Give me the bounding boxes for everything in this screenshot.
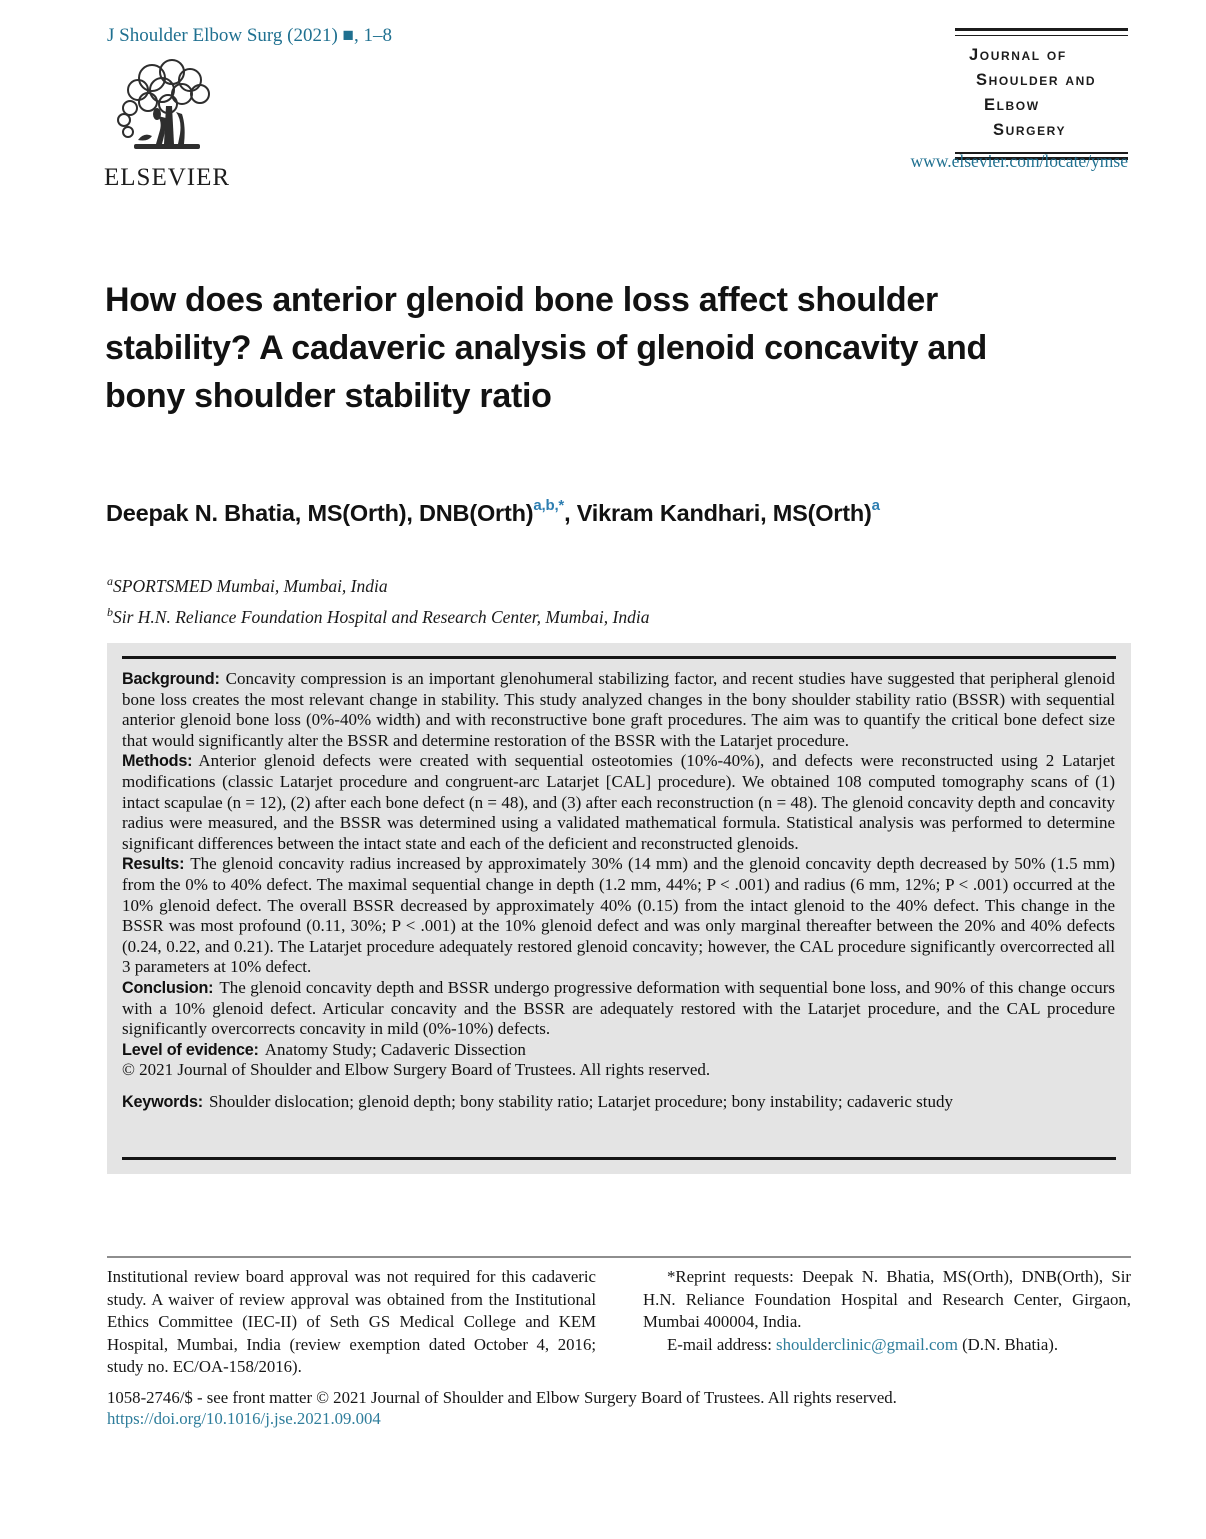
doi-link[interactable]: https://doi.org/10.1016/j.jse.2021.09.00… — [107, 1409, 381, 1428]
abstract-bottom-rule — [122, 1157, 1116, 1160]
affiliation-a-text: SPORTSMED Mumbai, Mumbai, India — [113, 575, 388, 596]
author-1-name: Deepak N. Bhatia, MS(Orth), DNB(Orth) — [106, 499, 534, 526]
reprint-footnote: *Reprint requests: Deepak N. Bhatia, MS(… — [643, 1266, 1131, 1356]
keywords-text: Shoulder dislocation; glenoid depth; bon… — [208, 1091, 954, 1111]
issn-copyright-line: 1058-2746/$ - see front matter © 2021 Jo… — [107, 1388, 897, 1407]
abstract-label-level-of-evidence: Level of evidence: — [122, 1040, 259, 1059]
affiliation-a-marker: a — [107, 574, 113, 588]
author-1-affil-superscript: a,b, — [533, 497, 559, 514]
nameplate-bottom-rule-thin — [955, 152, 1128, 154]
abstract-text-results: The glenoid concavity radius increased b… — [122, 854, 1115, 977]
nameplate-line: Elbow — [984, 96, 1040, 114]
abstract-content: Background: Concavity compression is an i… — [122, 669, 1115, 1112]
abstract-label-background: Background: — [122, 670, 220, 688]
footnote-divider — [107, 1256, 1131, 1258]
article-title: How does anterior glenoid bone loss affe… — [105, 281, 987, 415]
nameplate-top-rule-thick — [955, 28, 1128, 31]
affiliation-b: bSir H.N. Reliance Foundation Hospital a… — [107, 599, 649, 630]
abstract-top-rule — [122, 656, 1116, 659]
journal-nameplate: Journal of Shoulder and Elbow Surgery — [955, 28, 1128, 160]
nameplate-line: Surgery — [993, 121, 1067, 139]
abstract-text-background: Concavity compression is an important gl… — [122, 669, 1115, 750]
authors-line: Deepak N. Bhatia, MS(Orth), DNB(Orth)a,b… — [106, 497, 880, 527]
abstract-section-results: Results: The glenoid concavity radius inc… — [122, 854, 1115, 978]
author-2-affil-superscript: a — [871, 497, 880, 514]
abstract-section-background: Background: Concavity compression is an i… — [122, 669, 1115, 751]
nameplate-top-rule-thin — [955, 34, 1128, 36]
elsevier-wordmark: ELSEVIER — [104, 164, 231, 191]
journal-url-link[interactable]: www.elsevier.com/locate/ymse — [910, 151, 1128, 171]
journal-citation: J Shoulder Elbow Surg (2021) ■, 1–8 — [107, 25, 393, 46]
abstract-text-level-of-evidence: Anatomy Study; Cadaveric Dissection — [264, 1039, 526, 1059]
author-2-name: Vikram Kandhari, MS(Orth) — [576, 499, 872, 526]
abstract-box: Background: Concavity compression is an i… — [107, 643, 1131, 1174]
reprint-request-text: *Reprint requests: Deepak N. Bhatia, MS(… — [643, 1267, 1131, 1332]
keywords-label: Keywords: — [122, 1092, 203, 1111]
abstract-label-methods: Methods: — [122, 752, 193, 771]
affiliations: aSPORTSMED Mumbai, Mumbai, India bSir H.… — [107, 568, 649, 631]
abstract-section-level-of-evidence: Level of evidence: Anatomy Study; Cadaver… — [122, 1040, 1115, 1061]
affiliation-b-marker: b — [107, 605, 113, 620]
email-label: E-mail address: — [667, 1334, 777, 1354]
affiliation-b-text: Sir H.N. Reliance Foundation Hospital an… — [113, 607, 650, 628]
corresponding-author-asterisk[interactable]: * — [558, 497, 565, 514]
abstract-label-results: Results: — [122, 855, 185, 874]
nameplate-line: Shoulder and — [976, 71, 1097, 89]
abstract-section-methods: Methods: Anterior glenoid defects were cr… — [122, 751, 1115, 854]
nameplate-title: Journal of Shoulder and Elbow Surgery — [955, 36, 1128, 152]
nameplate-bottom-rule-thick — [955, 157, 1128, 160]
abstract-text-methods: Anterior glenoid defects were created wi… — [122, 751, 1115, 853]
nameplate-bottom-rules — [955, 152, 1128, 160]
irb-footnote: Institutional review board approval was … — [107, 1267, 596, 1377]
author-separator: , — [564, 499, 577, 526]
email-link[interactable]: shoulderclinic@gmail.com — [776, 1334, 958, 1354]
abstract-section-conclusion: Conclusion: The glenoid concavity depth a… — [122, 978, 1115, 1040]
abstract-text-conclusion: The glenoid concavity depth and BSSR und… — [122, 977, 1115, 1039]
keywords-line: Keywords: Shoulder dislocation; glenoid d… — [122, 1092, 1115, 1113]
elsevier-tree-icon — [104, 56, 228, 162]
email-line: E-mail address: shoulderclinic@gmail.com… — [643, 1334, 1131, 1357]
abstract-copyright: © 2021 Journal of Shoulder and Elbow Sur… — [122, 1060, 711, 1080]
affiliation-a: aSPORTSMED Mumbai, Mumbai, India — [107, 568, 649, 599]
nameplate-line: Journal of — [969, 46, 1067, 64]
abstract-label-conclusion: Conclusion: — [122, 978, 214, 997]
elsevier-logo: ELSEVIER — [104, 56, 231, 192]
email-suffix: (D.N. Bhatia). — [957, 1334, 1059, 1354]
